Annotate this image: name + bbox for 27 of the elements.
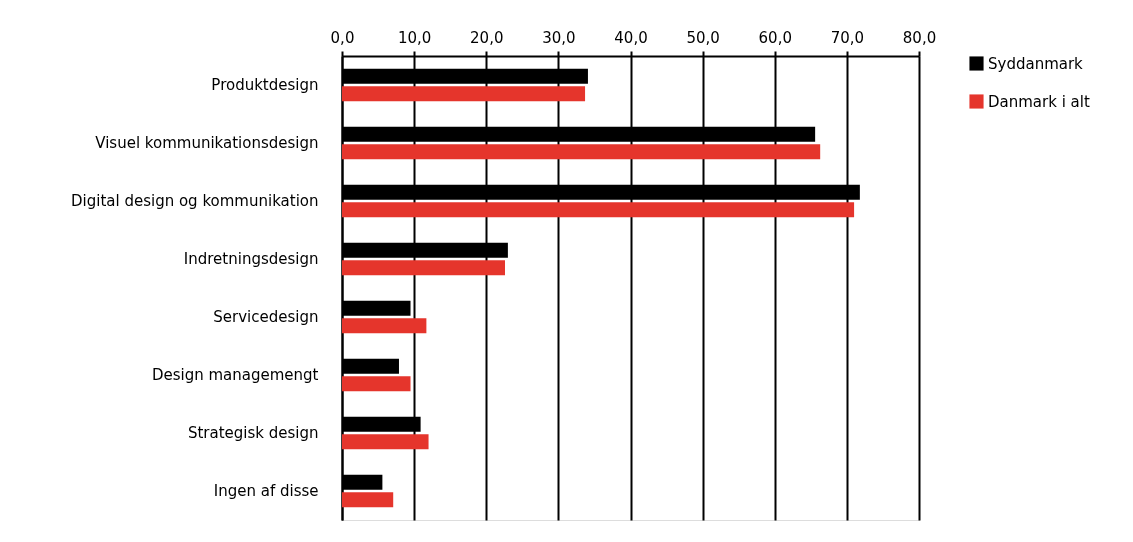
x-tick-label: 0,0 <box>330 28 355 47</box>
bar <box>342 144 821 160</box>
bar <box>342 318 427 334</box>
bar <box>342 376 411 392</box>
x-tick-label: 70,0 <box>830 28 865 47</box>
bar <box>342 492 394 508</box>
x-tick-label: 80,0 <box>902 28 937 47</box>
legend-label: Danmark i alt <box>988 92 1090 111</box>
bar <box>342 202 855 218</box>
y-tick-label: Ingen af disse <box>213 482 319 500</box>
y-tick-label: Visuel kommunikationsdesign <box>95 134 319 152</box>
y-tick-label: Design managemengt <box>151 366 319 384</box>
bar <box>342 86 586 102</box>
y-tick-label: Servicedesign <box>213 308 319 326</box>
y-tick-label: Digital design og kommunikation <box>71 192 319 210</box>
x-tick-label: 10,0 <box>397 28 432 47</box>
bar <box>342 260 505 276</box>
y-tick-label: Indretningsdesign <box>183 250 319 268</box>
y-tick-label: Produktdesign <box>211 76 319 94</box>
x-tick-label: 40,0 <box>614 28 648 47</box>
x-tick-label: 50,0 <box>686 28 720 47</box>
legend-label: Syddanmark <box>988 54 1084 73</box>
x-tick-label: 20,0 <box>470 28 504 47</box>
x-tick-label: 60,0 <box>758 28 792 47</box>
y-tick-label: Strategisk design <box>187 424 319 442</box>
x-tick-label: 30,0 <box>542 28 576 47</box>
bar <box>342 434 429 450</box>
